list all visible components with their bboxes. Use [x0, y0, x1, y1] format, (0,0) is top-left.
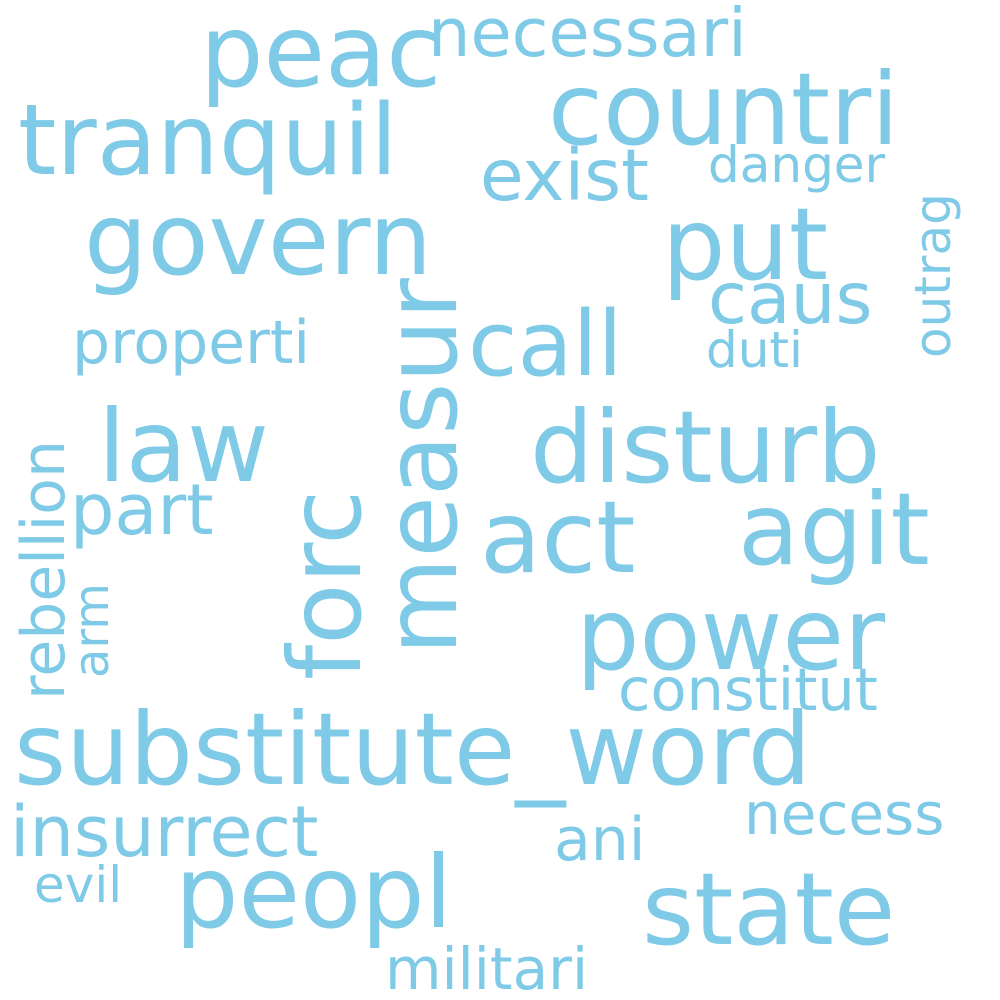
word-govern: govern [84, 181, 433, 298]
word-countri: countri [548, 51, 900, 168]
word-law: law [98, 388, 269, 505]
word-militari: militari [385, 935, 589, 1000]
word-peac: peac [200, 0, 442, 110]
word-duti: duti [706, 321, 803, 379]
word-constitut: constitut [618, 655, 878, 724]
word-necess: necess [744, 780, 945, 848]
word-arm: arm [64, 582, 120, 678]
word-evil: evil [34, 856, 123, 914]
word-act: act [480, 479, 636, 596]
word-caus: caus [708, 257, 873, 340]
word-state: state [642, 851, 896, 968]
word-power: power [576, 576, 886, 693]
word-forc: forc [267, 489, 384, 680]
word-disturb: disturb [530, 389, 881, 506]
word-exist: exist [480, 134, 650, 217]
word-danger: danger [708, 136, 886, 194]
word-insurrect: insurrect [10, 791, 319, 873]
word-call: call [468, 292, 623, 397]
word-substitute-word: substitute_word [14, 691, 812, 808]
word-ani: ani [554, 805, 646, 875]
word-put: put [662, 186, 829, 303]
word-outrag: outrag [904, 193, 962, 358]
word-measur: measur [363, 278, 480, 655]
word-tranquil: tranquil [18, 84, 398, 198]
word-agit: agit [738, 471, 930, 588]
word-necessari: necessari [428, 0, 747, 72]
word-properti: properti [72, 308, 311, 378]
word-part: part [70, 469, 214, 551]
word-peopl: peopl [175, 834, 453, 951]
